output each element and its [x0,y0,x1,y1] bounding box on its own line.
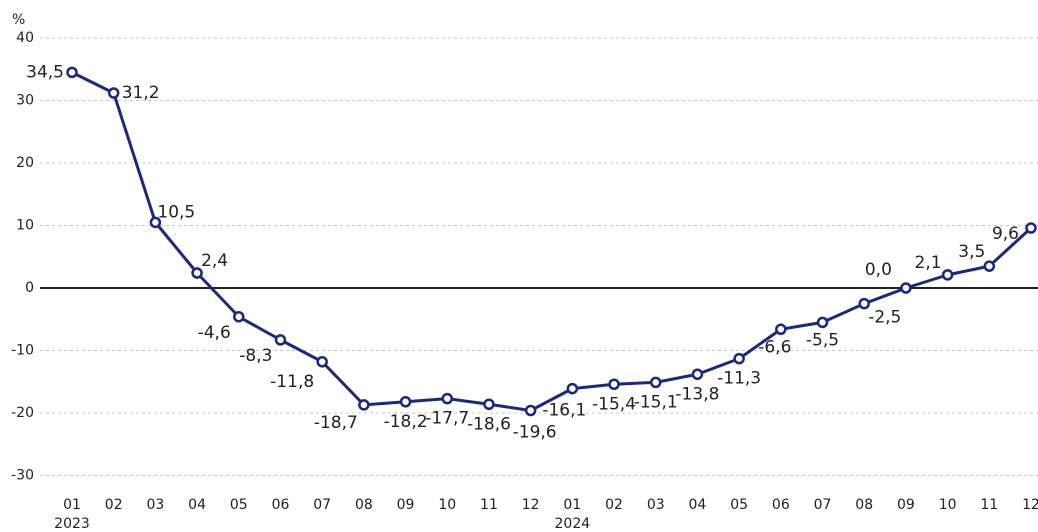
x-tick-label: 12 [522,497,540,513]
x-tick-label: 07 [313,497,331,513]
value-label: -17,7 [425,409,469,429]
x-tick-label: 03 [647,497,665,513]
point [691,368,704,380]
value-label: -18,6 [467,414,511,434]
value-label: 2,4 [201,251,228,271]
value-label: -18,2 [384,412,428,432]
y-tick-label: 20 [16,155,34,171]
x-tick-label: 01 [563,497,581,513]
x-tick-label: 04 [689,497,707,513]
x-tick-label: 05 [730,497,748,513]
point [316,356,328,368]
point [608,378,620,390]
x-tick-label: 08 [855,497,873,513]
point [941,269,954,281]
y-tick-label: 30 [16,93,34,109]
x-tick-label: 12 [1022,497,1038,513]
x-tick-label: 01 [63,497,81,513]
year-label: 2024 [555,516,591,532]
value-label: 2,1 [915,253,942,273]
value-label: -11,3 [717,369,761,389]
point [733,352,745,365]
x-tick-label: 08 [355,497,373,513]
y-tick-label: -30 [11,468,34,484]
point [441,392,454,405]
point [983,260,996,272]
point [858,297,870,310]
x-tick-label: 05 [230,497,248,513]
x-tick-label: 09 [897,497,915,513]
x-tick-label: 11 [980,497,998,513]
point [900,282,912,294]
value-label: -16,1 [542,401,586,421]
value-label: -5,5 [806,330,839,350]
series-line [71,71,1033,412]
point [233,311,245,323]
point [566,382,579,395]
value-label: 10,5 [157,202,195,222]
y-unit: % [12,12,25,28]
value-label: 0,0 [865,260,892,280]
x-tick-label: 11 [480,497,498,513]
y-tick-label: -10 [11,343,34,359]
year-label: 2023 [54,516,90,532]
y-tick-label: 40 [16,30,34,46]
point [775,323,787,335]
value-label: -13,8 [675,384,719,404]
value-label: -19,6 [513,423,557,443]
value-label: 31,2 [122,83,160,103]
point [524,404,537,417]
x-tick-label: 09 [397,497,415,513]
value-label: 9,6 [992,224,1019,244]
point [274,334,287,346]
point [483,398,495,410]
point [816,316,829,329]
point [649,376,662,389]
value-label: -4,6 [198,323,231,343]
x-tick-label: 10 [438,497,456,513]
value-label: -2,5 [868,308,901,328]
value-label: -11,8 [270,372,314,392]
point [191,267,203,279]
value-label: 3,5 [958,242,985,262]
value-label: 34,5 [26,62,64,82]
value-label: -15,4 [592,394,636,414]
point [358,399,370,411]
x-tick-label: 06 [272,497,290,513]
value-label: -15,1 [634,392,678,412]
x-tick-label: 04 [188,497,206,513]
x-tick-label: 02 [105,497,123,513]
point [1025,222,1037,234]
point [149,216,162,229]
y-tick-label: 10 [16,218,34,234]
point [399,396,412,408]
point [66,66,78,79]
x-tick-label: 03 [146,497,164,513]
value-label: -8,3 [239,346,272,366]
value-label: -6,6 [758,337,791,357]
point [107,87,120,99]
value-label: -18,7 [314,413,358,433]
y-tick-label: 0 [25,280,34,296]
x-tick-label: 02 [605,497,623,513]
x-tick-label: 10 [939,497,957,513]
y-tick-label: -20 [11,405,34,421]
x-tick-label: 07 [814,497,832,513]
x-tick-label: 06 [772,497,790,513]
